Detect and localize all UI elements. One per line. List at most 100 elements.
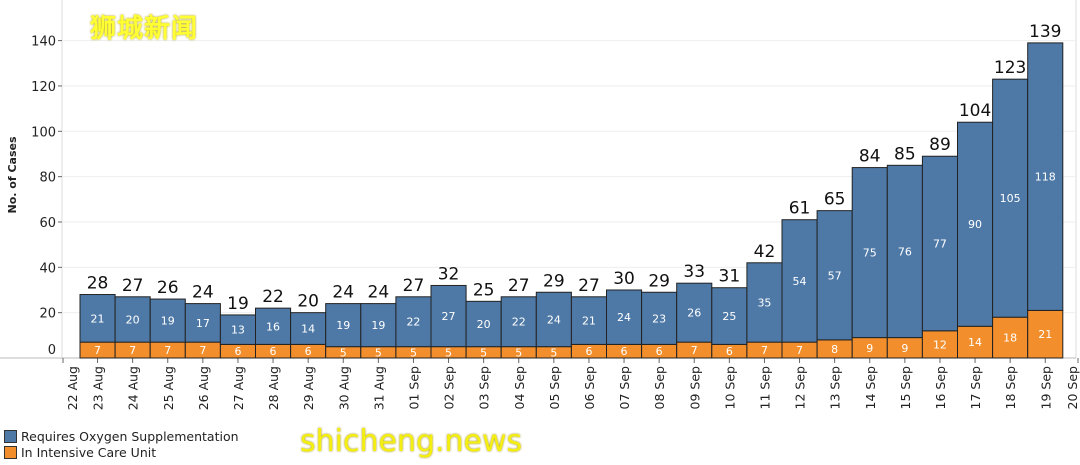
x-tick-label: 18 Sep — [1003, 366, 1018, 410]
data-label-oxygen: 20 — [477, 318, 491, 331]
legend-label: Requires Oxygen Supplementation — [21, 428, 239, 444]
x-tick-label: 11 Sep — [757, 366, 772, 410]
data-label-icu: 21 — [1038, 328, 1052, 341]
bar-oxygen — [184, 303, 221, 343]
bar-oxygen — [1027, 42, 1064, 311]
data-label-icu: 5 — [480, 346, 487, 359]
x-tick-label: 15 Sep — [898, 366, 913, 410]
x-tick-label: 16 Sep — [933, 366, 948, 410]
x-tick-label: 19 Sep — [1038, 366, 1053, 410]
data-label-oxygen: 57 — [828, 269, 842, 282]
data-label-icu: 7 — [796, 344, 803, 357]
data-label-total: 19 — [227, 294, 249, 314]
data-label-total: 27 — [122, 276, 144, 296]
watermark-bottom: shicheng.news — [300, 424, 523, 459]
x-tick-label: 23 Aug — [91, 366, 106, 410]
bar-icu — [921, 330, 959, 359]
data-label-oxygen: 90 — [968, 218, 982, 231]
data-label-oxygen: 22 — [406, 316, 420, 329]
data-label-icu: 6 — [656, 345, 663, 358]
data-label-icu: 18 — [1003, 332, 1017, 345]
data-label-oxygen: 20 — [126, 313, 140, 326]
x-tick-label: 20 Sep — [1065, 366, 1080, 410]
bar-oxygen — [641, 291, 678, 345]
data-label-oxygen: 19 — [336, 319, 350, 332]
x-tick-label: 09 Sep — [687, 366, 702, 410]
data-label-total: 25 — [473, 280, 495, 300]
y-tick-label: 0 — [48, 343, 56, 358]
legend: Requires Oxygen Supplementation In Inten… — [4, 428, 239, 460]
bar-oxygen — [290, 312, 327, 345]
data-label-icu: 7 — [94, 344, 101, 357]
x-tick-label: 03 Sep — [477, 366, 492, 410]
data-label-oxygen: 35 — [757, 296, 771, 309]
y-tick-label: 140 — [31, 35, 56, 50]
data-label-icu: 5 — [340, 346, 347, 359]
data-label-total: 29 — [543, 271, 565, 291]
bar-oxygen — [255, 307, 292, 345]
legend-item-icu[interactable]: In Intensive Care Unit — [4, 444, 239, 460]
bar-oxygen — [746, 262, 783, 343]
data-label-oxygen: 13 — [231, 324, 245, 337]
y-tick-label: 40 — [39, 261, 56, 276]
data-label-icu: 7 — [199, 344, 206, 357]
data-label-total: 139 — [1029, 22, 1061, 42]
data-label-icu: 14 — [968, 336, 982, 349]
data-label-oxygen: 23 — [652, 312, 666, 325]
x-tick-label: 25 Aug — [161, 366, 176, 410]
bar-oxygen — [886, 164, 923, 339]
data-label-icu: 6 — [270, 345, 277, 358]
data-label-total: 65 — [824, 190, 846, 210]
data-label-total: 85 — [894, 144, 916, 164]
data-label-oxygen: 26 — [687, 307, 701, 320]
data-label-icu: 7 — [761, 344, 768, 357]
data-label-oxygen: 14 — [301, 323, 315, 336]
data-label-total: 61 — [789, 199, 811, 219]
data-label-icu: 5 — [445, 346, 452, 359]
data-label-oxygen: 24 — [617, 311, 631, 324]
bar-oxygen — [957, 121, 994, 327]
data-label-icu: 7 — [691, 344, 698, 357]
data-label-total: 84 — [859, 147, 881, 167]
data-label-oxygen: 77 — [933, 238, 947, 251]
bar-oxygen — [711, 287, 748, 345]
bar-oxygen — [851, 167, 888, 339]
data-label-icu: 5 — [515, 346, 522, 359]
data-label-icu: 6 — [234, 345, 241, 358]
data-label-oxygen: 27 — [442, 310, 456, 323]
y-tick-label: 120 — [31, 80, 56, 95]
data-label-oxygen: 21 — [582, 315, 596, 328]
data-label-total: 29 — [648, 271, 670, 291]
data-label-oxygen: 25 — [722, 310, 736, 323]
x-tick-label: 12 Sep — [793, 366, 808, 410]
data-label-icu: 5 — [550, 346, 557, 359]
data-label-total: 20 — [297, 292, 319, 312]
data-label-total: 27 — [578, 276, 600, 296]
data-label-oxygen: 19 — [161, 315, 175, 328]
bar-oxygen — [114, 296, 151, 343]
bar-oxygen — [360, 303, 397, 348]
y-tick-label: 60 — [39, 216, 56, 231]
data-label-icu: 5 — [375, 346, 382, 359]
data-label-oxygen: 54 — [793, 275, 807, 288]
data-label-total: 123 — [994, 58, 1026, 78]
data-label-oxygen: 118 — [1035, 171, 1056, 184]
data-label-icu: 6 — [585, 345, 592, 358]
x-tick-label: 27 Aug — [231, 366, 246, 410]
bar-oxygen — [992, 78, 1029, 318]
data-label-total: 89 — [929, 135, 951, 155]
data-label-total: 24 — [332, 283, 354, 303]
data-label-total: 31 — [719, 267, 741, 287]
data-label-total: 32 — [438, 264, 460, 284]
data-label-icu: 9 — [901, 342, 908, 355]
data-label-icu: 5 — [410, 346, 417, 359]
x-tick-label: 29 Aug — [301, 366, 316, 410]
data-label-total: 22 — [262, 287, 284, 307]
bar-oxygen — [921, 155, 959, 332]
data-label-total: 26 — [157, 278, 179, 298]
legend-item-oxygen[interactable]: Requires Oxygen Supplementation — [4, 428, 239, 444]
data-label-oxygen: 76 — [898, 245, 912, 258]
x-tick-label: 24 Aug — [126, 366, 141, 410]
